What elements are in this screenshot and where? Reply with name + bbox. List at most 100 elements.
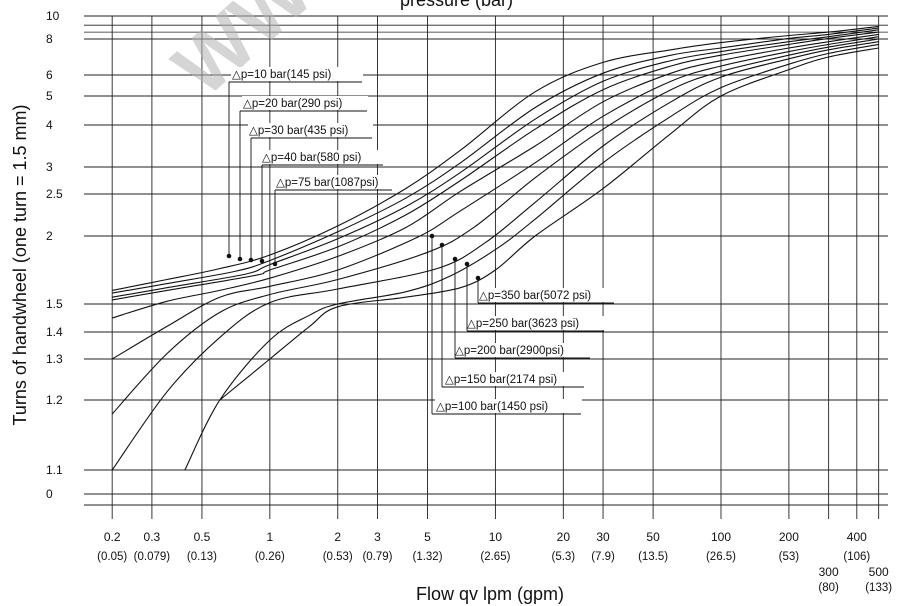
callout-dot — [452, 256, 458, 262]
x-tick-label: 10 — [489, 530, 503, 544]
callout-background — [275, 175, 393, 189]
x-tick-sublabel: (0.079) — [134, 551, 171, 563]
x-tick-sublabel: (5.3) — [551, 551, 575, 563]
curve-callout: △p=350 bar(5072 psi) — [475, 275, 615, 304]
x-tick-label: 2 — [334, 530, 341, 544]
x-tick-label: 0.3 — [144, 530, 161, 544]
x-tick-sublabel: (0.26) — [255, 551, 285, 563]
series-label: △p=350 bar(5072 psi) — [479, 290, 591, 302]
curve-labels: △p=10 bar(145 psi) △p=20 bar(290 psi) △p=3… — [226, 67, 615, 415]
curve-callout: △p=250 bar(3623 psi) — [464, 261, 605, 332]
x-tick-labels: 0.2 (0.05) 0.3 (0.079) 0.5 (0.13) 1 (0.26) 2 (0.5… — [97, 530, 892, 594]
x-tick-label: 500 — [869, 565, 889, 579]
x-tick-label: 3 — [374, 530, 381, 544]
x-tick-label: 1 — [267, 530, 274, 544]
curve-callout: △p=30 bar(435 psi) — [248, 123, 373, 263]
x-tick-label: 30 — [596, 530, 610, 544]
y-tick-label: 5 — [46, 89, 53, 103]
callout-dot — [439, 242, 445, 248]
x-tick-sublabel: (133) — [865, 582, 892, 594]
y-tick-label: 1.4 — [46, 325, 63, 339]
series-label: △p=30 bar(435 psi) — [249, 125, 348, 137]
callout-dot — [237, 256, 243, 262]
y-tick-label: 1.2 — [46, 393, 63, 407]
y-tick-label: 10 — [46, 9, 60, 23]
y-tick-label: 8 — [46, 32, 53, 46]
series-label: △p=75 bar(1087psi) — [276, 177, 379, 189]
x-tick-sublabel: (13.5) — [638, 551, 668, 563]
x-tick-label: 0.2 — [104, 530, 121, 544]
series-label: △p=40 bar(580 psi) — [262, 152, 361, 164]
callout-background — [261, 150, 384, 164]
series-label: △p=200 bar(2900psi) — [455, 345, 564, 357]
x-tick-label: 100 — [711, 530, 731, 544]
curves — [111, 25, 879, 471]
callout-background — [466, 316, 605, 330]
series-line-8 — [184, 43, 879, 471]
y-tick-label: 0 — [46, 487, 53, 501]
x-axis-title: Flow qv lpm (gpm) — [416, 584, 564, 604]
x-tick-sublabel: (7.9) — [591, 551, 615, 563]
series-line-4 — [112, 33, 879, 319]
curve-callout: △p=40 bar(580 psi) — [259, 150, 384, 264]
callout-dot — [475, 275, 481, 281]
callout-background — [242, 96, 368, 110]
x-tick-sublabel: (2.65) — [480, 551, 510, 563]
series-line-0 — [112, 25, 879, 291]
callout-background — [435, 399, 582, 413]
x-tick-sublabel: (26.5) — [706, 551, 736, 563]
x-tick-sublabel: (0.53) — [323, 551, 353, 563]
series-label: △p=20 bar(290 psi) — [243, 98, 342, 110]
series-line-6 — [111, 38, 879, 415]
callout-background — [231, 67, 363, 81]
callout-background — [248, 123, 373, 137]
x-tick-label: 5 — [424, 530, 431, 544]
series-line-1 — [112, 27, 879, 294]
x-tick-label: 0.5 — [194, 530, 211, 544]
x-tick-label: 300 — [819, 565, 839, 579]
callout-dot — [259, 258, 265, 264]
series-line-7 — [111, 41, 879, 471]
chart-grid — [84, 15, 888, 519]
callout-dot — [464, 261, 470, 267]
y-tick-label: 4 — [46, 118, 53, 132]
y-tick-label: 6 — [46, 68, 53, 82]
curve-callout: △p=10 bar(145 psi) — [226, 67, 363, 259]
curve-callout: △p=75 bar(1087psi) — [272, 175, 393, 267]
chart-top-title: pressure (bar) — [400, 0, 513, 10]
y-tick-label: 3 — [46, 160, 53, 174]
x-tick-sublabel: (53) — [779, 551, 800, 563]
x-tick-label: 20 — [557, 530, 571, 544]
curve-callout: △p=100 bar(1450 psi) — [429, 233, 582, 415]
y-tick-label: 2 — [46, 229, 53, 243]
series-label: △p=250 bar(3623 psi) — [467, 318, 579, 330]
callout-dot — [429, 233, 435, 239]
callout-background — [444, 372, 585, 386]
x-tick-sublabel: (106) — [843, 551, 870, 563]
callout-dot — [248, 257, 254, 263]
series-line-9 — [219, 47, 879, 401]
x-tick-sublabel: (1.32) — [412, 551, 442, 563]
curve-callout: △p=150 bar(2174 psi) — [439, 242, 585, 388]
callout-background — [478, 288, 615, 302]
callout-background — [454, 343, 591, 357]
x-tick-label: 50 — [646, 530, 660, 544]
curve-callout: △p=200 bar(2900psi) — [452, 256, 591, 359]
x-tick-sublabel: (80) — [818, 582, 839, 594]
curve-callout: △p=20 bar(290 psi) — [237, 96, 368, 262]
x-tick-sublabel: (0.79) — [362, 551, 392, 563]
series-label: △p=10 bar(145 psi) — [232, 69, 331, 81]
y-tick-labels: 10 8 6 5 4 3 2.5 2 1.5 1.4 1.3 1.2 1.1 0 — [46, 9, 63, 501]
series-label: △p=100 bar(1450 psi) — [436, 401, 548, 413]
x-tick-sublabel: (0.05) — [97, 551, 127, 563]
callout-dot — [226, 253, 232, 259]
callout-dot — [272, 261, 278, 267]
y-tick-label: 2.5 — [46, 187, 63, 201]
series-line-3 — [112, 31, 879, 301]
y-tick-label: 1.3 — [46, 352, 63, 366]
x-tick-label: 200 — [779, 530, 799, 544]
x-tick-label: 400 — [847, 530, 867, 544]
series-label: △p=150 bar(2174 psi) — [445, 374, 557, 386]
y-axis-title: Turns of handwheel (one turn = 1.5 mm) — [10, 105, 30, 426]
